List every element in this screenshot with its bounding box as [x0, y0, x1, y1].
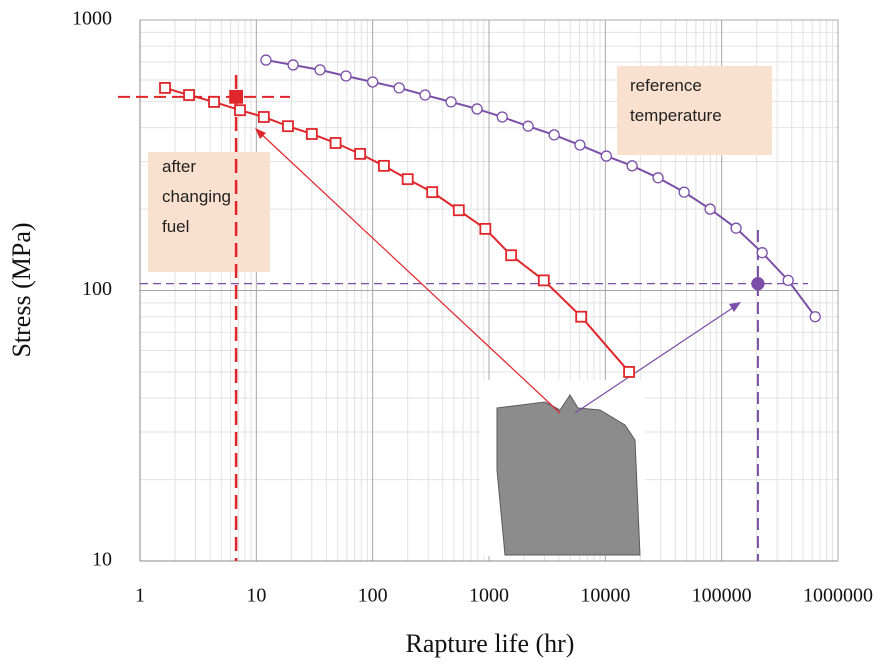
marker — [282, 120, 294, 133]
x-tick-label: 100000 — [692, 585, 752, 607]
x-tick-label: 10 — [246, 585, 266, 607]
marker — [183, 89, 195, 101]
marker — [329, 137, 342, 149]
marker — [730, 222, 742, 234]
x-tick-label: 1 — [135, 585, 145, 607]
arrow-head — [729, 302, 741, 312]
marker — [496, 111, 508, 123]
marker — [623, 366, 635, 378]
x-tick-label: 1000 — [469, 585, 509, 607]
marker — [426, 186, 439, 199]
marker — [678, 186, 690, 198]
marker — [600, 150, 612, 162]
annotation: changing — [162, 187, 231, 206]
marker — [208, 95, 220, 108]
marker — [756, 247, 768, 259]
marker — [479, 222, 492, 235]
marker — [782, 274, 794, 287]
marker — [704, 203, 716, 215]
annotation-box — [617, 66, 772, 155]
marker — [378, 159, 390, 172]
annotation: after — [162, 157, 196, 176]
annotation-box — [148, 152, 270, 272]
marker — [751, 277, 765, 291]
marker — [159, 82, 171, 94]
marker — [652, 172, 664, 184]
arrow-head — [255, 128, 266, 139]
series-line — [265, 59, 817, 318]
annotation: fuel — [162, 217, 189, 236]
y-tick-label: 1000 — [72, 8, 112, 30]
marker — [354, 147, 367, 160]
y-tick-label: 10 — [92, 549, 112, 571]
y-axis-title: Stress (MPa) — [7, 222, 36, 357]
marker — [234, 104, 246, 117]
x-tick-label: 1000000 — [803, 585, 873, 607]
marker — [257, 111, 270, 123]
marker — [548, 129, 560, 141]
x-axis-title: Rapture life (hr) — [406, 629, 575, 658]
marker — [401, 173, 414, 186]
marker — [229, 89, 244, 104]
marker — [393, 82, 405, 94]
marker — [537, 274, 550, 287]
marker — [367, 76, 379, 88]
arrow — [574, 304, 738, 414]
x-tick-label: 100 — [358, 585, 388, 607]
marker — [522, 120, 534, 132]
marker — [260, 54, 272, 66]
marker — [809, 311, 821, 323]
specimen-image — [496, 394, 641, 556]
marker — [445, 96, 457, 108]
marker — [626, 160, 638, 172]
marker — [419, 89, 431, 101]
marker — [452, 204, 465, 217]
marker — [505, 249, 518, 262]
decorations: after changing fuel reference temperatur… — [148, 66, 772, 556]
marker — [305, 128, 318, 140]
y-tick-label: 100 — [82, 278, 112, 300]
marker — [575, 310, 588, 323]
marker — [340, 70, 352, 82]
annotation: temperature — [630, 106, 722, 125]
marker — [287, 59, 299, 71]
marker — [574, 139, 586, 151]
annotation: reference — [630, 76, 702, 95]
arrow — [257, 130, 561, 414]
marker — [471, 103, 483, 115]
marker — [314, 64, 326, 76]
x-tick-label: 10000 — [580, 585, 630, 607]
